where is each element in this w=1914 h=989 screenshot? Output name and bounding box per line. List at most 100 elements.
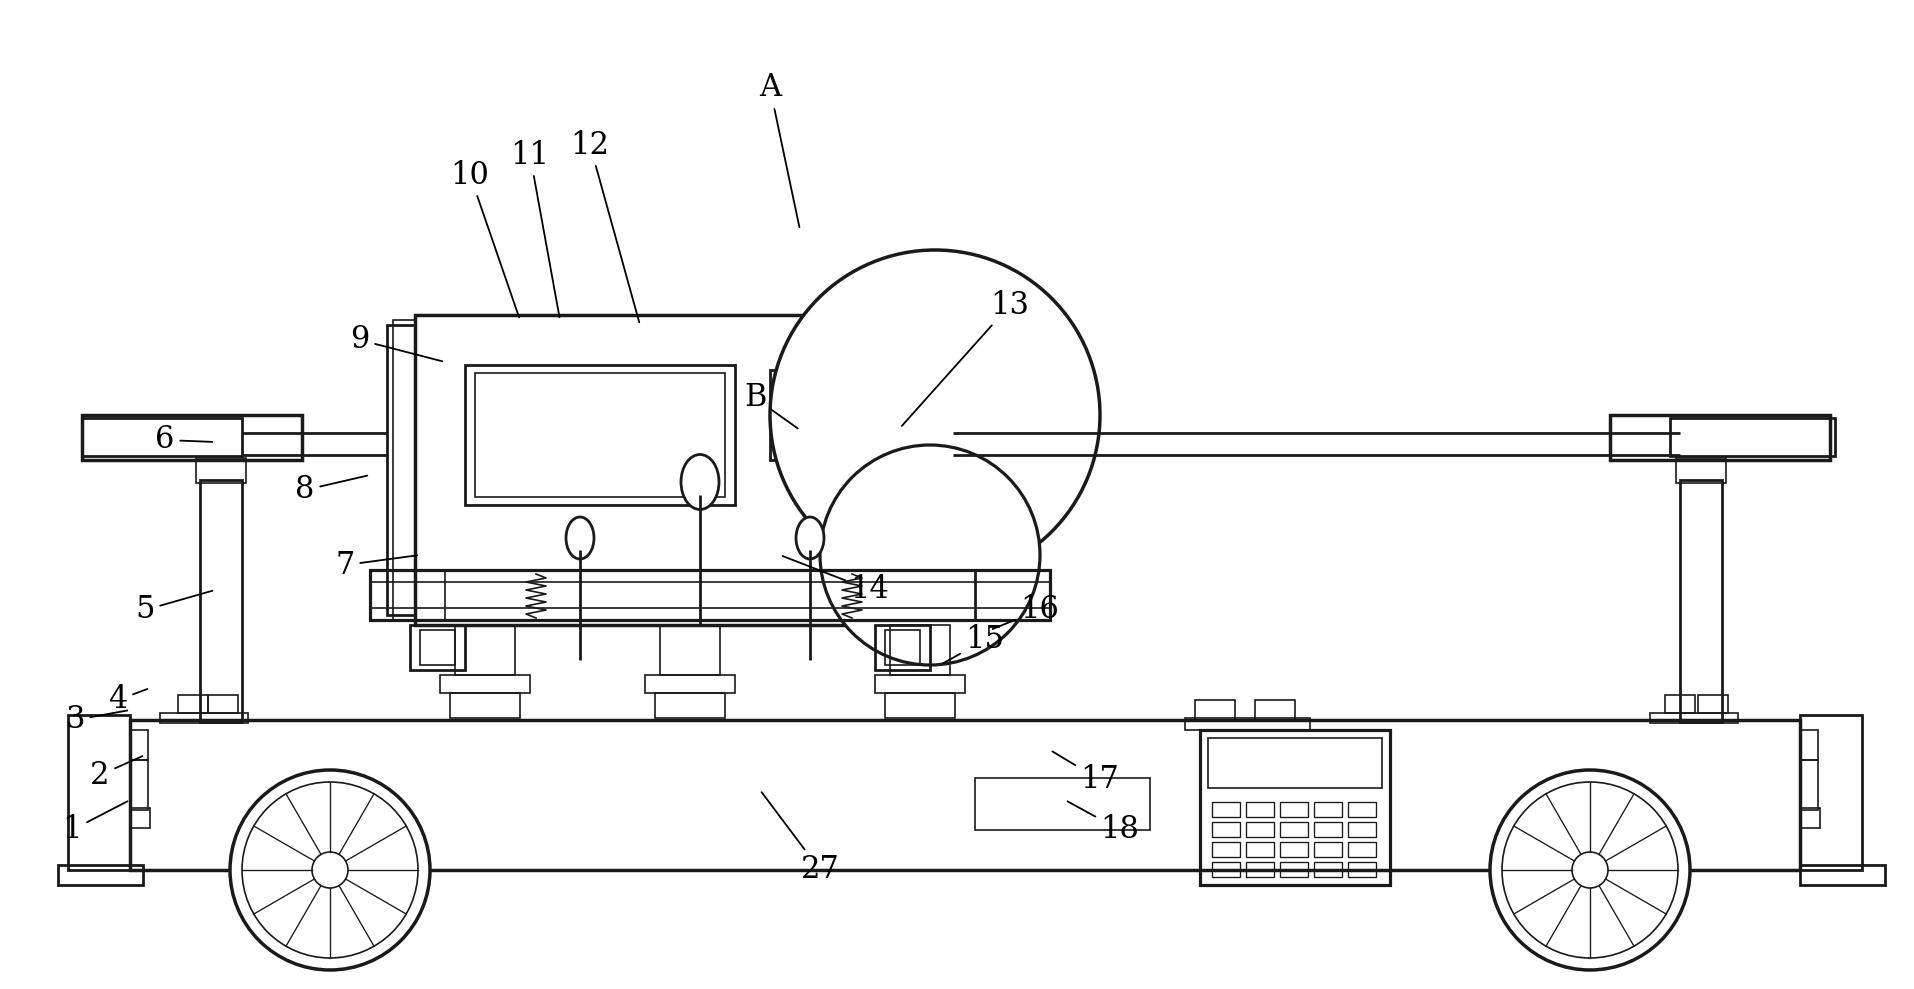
Text: 18: 18 xyxy=(1068,801,1139,846)
Bar xyxy=(804,390,817,435)
Bar xyxy=(1280,842,1307,857)
Ellipse shape xyxy=(567,517,593,559)
Bar xyxy=(1246,842,1275,857)
Bar xyxy=(82,415,302,460)
Bar xyxy=(450,693,521,718)
Bar xyxy=(1208,738,1382,788)
Text: 9: 9 xyxy=(350,324,442,361)
Bar xyxy=(369,570,415,620)
Text: 17: 17 xyxy=(1053,752,1120,795)
Bar xyxy=(1665,695,1696,713)
Bar xyxy=(769,370,865,460)
Bar xyxy=(130,720,1799,870)
Bar xyxy=(1347,822,1376,837)
Bar xyxy=(369,570,1051,620)
Bar xyxy=(1315,842,1342,857)
Bar xyxy=(415,570,444,620)
Bar xyxy=(884,630,921,665)
Bar xyxy=(82,418,241,456)
Bar xyxy=(1610,415,1830,460)
Bar xyxy=(875,625,930,670)
Bar xyxy=(884,693,955,718)
Text: 14: 14 xyxy=(783,556,890,605)
Bar xyxy=(974,570,1051,620)
Text: 5: 5 xyxy=(136,590,212,625)
Circle shape xyxy=(819,445,1039,665)
Bar xyxy=(1347,842,1376,857)
Text: 8: 8 xyxy=(295,475,367,505)
Bar xyxy=(1677,458,1726,483)
Bar xyxy=(1212,802,1240,817)
Bar xyxy=(130,760,147,810)
Bar xyxy=(199,480,241,722)
Bar xyxy=(1315,802,1342,817)
Bar xyxy=(415,315,924,625)
Bar xyxy=(130,730,147,760)
Bar xyxy=(1246,802,1275,817)
Circle shape xyxy=(769,250,1101,580)
Bar xyxy=(660,625,720,675)
Bar xyxy=(161,713,249,723)
Bar xyxy=(440,675,530,693)
Bar xyxy=(924,325,953,615)
Bar xyxy=(387,325,415,615)
Text: 10: 10 xyxy=(450,159,519,317)
Circle shape xyxy=(241,782,417,958)
Bar xyxy=(456,625,515,675)
Bar xyxy=(209,695,237,713)
Ellipse shape xyxy=(681,455,720,509)
Bar xyxy=(775,375,859,455)
Text: 7: 7 xyxy=(335,550,417,581)
Bar xyxy=(1194,700,1235,720)
Bar xyxy=(57,865,144,885)
Bar xyxy=(1347,862,1376,877)
Bar xyxy=(655,693,725,718)
Bar xyxy=(69,715,130,870)
Ellipse shape xyxy=(796,517,825,559)
Bar xyxy=(875,675,965,693)
Bar xyxy=(465,365,735,505)
Bar xyxy=(475,373,725,497)
Text: B: B xyxy=(745,383,798,428)
Bar xyxy=(1280,822,1307,837)
Bar xyxy=(1315,862,1342,877)
Bar xyxy=(178,695,209,713)
Text: 11: 11 xyxy=(511,139,559,317)
Bar xyxy=(195,458,247,483)
Bar xyxy=(1680,480,1723,722)
Bar xyxy=(645,675,735,693)
Bar xyxy=(1280,802,1307,817)
Bar xyxy=(1347,802,1376,817)
Text: A: A xyxy=(760,72,800,227)
Bar xyxy=(1671,418,1836,456)
Bar xyxy=(1315,822,1342,837)
Bar xyxy=(890,625,949,675)
Bar xyxy=(1212,822,1240,837)
Bar xyxy=(130,808,149,828)
Circle shape xyxy=(230,770,431,970)
Text: 6: 6 xyxy=(155,424,212,456)
Bar xyxy=(1698,695,1728,713)
Bar xyxy=(781,385,800,440)
Text: 2: 2 xyxy=(90,757,142,790)
Text: 27: 27 xyxy=(762,792,840,885)
Bar xyxy=(1799,730,1818,760)
Text: 15: 15 xyxy=(942,624,1005,664)
Bar xyxy=(1256,700,1296,720)
Bar xyxy=(1246,862,1275,877)
Bar xyxy=(419,630,456,665)
Bar xyxy=(1799,760,1818,810)
Bar xyxy=(1200,730,1390,885)
Bar xyxy=(1246,822,1275,837)
Bar xyxy=(1280,862,1307,877)
Circle shape xyxy=(1571,852,1608,888)
Bar xyxy=(1212,842,1240,857)
Text: 12: 12 xyxy=(570,130,639,322)
Text: 13: 13 xyxy=(901,290,1030,426)
Bar xyxy=(924,320,947,620)
Bar xyxy=(410,625,465,670)
Text: 16: 16 xyxy=(993,594,1060,629)
Bar xyxy=(1185,718,1309,730)
Circle shape xyxy=(1502,782,1679,958)
Bar xyxy=(1212,862,1240,877)
